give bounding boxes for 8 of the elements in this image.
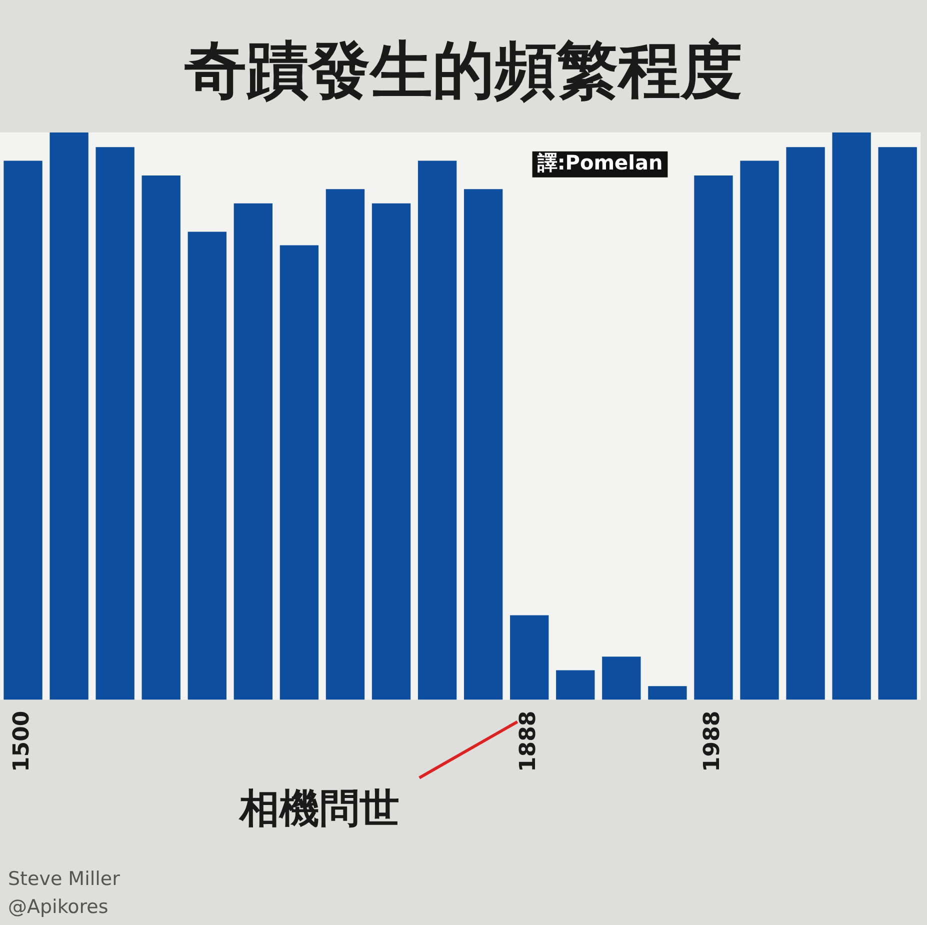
x-tick-label: 1988 xyxy=(700,710,726,772)
text: Steve Miller xyxy=(8,868,120,890)
text: @Apikores xyxy=(8,896,108,918)
text: 相機問世 xyxy=(238,786,400,832)
x-tick-label: 1888 xyxy=(516,710,542,772)
x-tick-label: 1500 xyxy=(10,710,35,772)
annotation: 譯:Pomelan xyxy=(536,150,663,175)
chart-title: 奇蹟發生的頻繁程度 xyxy=(184,33,742,106)
